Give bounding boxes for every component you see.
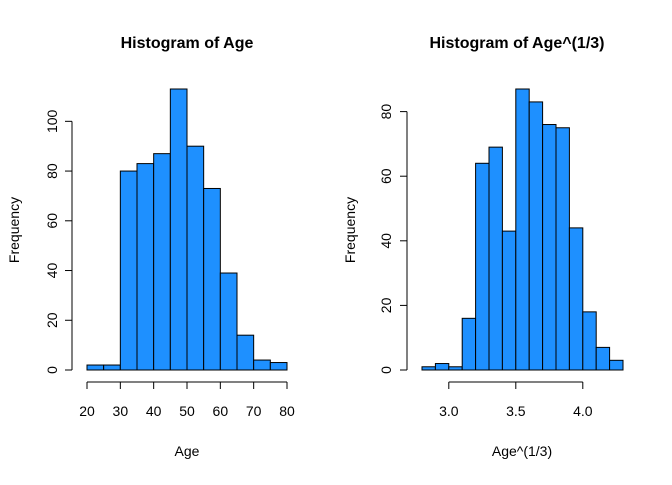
histogram-bar bbox=[421, 366, 436, 371]
y-tick-label: 40 bbox=[378, 233, 394, 249]
x-tick-label: 4.0 bbox=[573, 403, 593, 419]
x-tick-label: 3.5 bbox=[506, 403, 526, 419]
x-axis-label: Age^(1/3) bbox=[492, 443, 552, 459]
x-tick-label: 40 bbox=[146, 403, 162, 419]
x-tick-label: 80 bbox=[279, 403, 295, 419]
histogram-bar bbox=[461, 317, 477, 371]
y-tick-label: 60 bbox=[378, 168, 394, 184]
histogram-bar bbox=[136, 163, 155, 371]
histogram-bar bbox=[475, 162, 490, 371]
histogram-bar bbox=[448, 366, 463, 371]
histogram-bar bbox=[169, 88, 188, 371]
histogram-bar bbox=[595, 346, 611, 371]
histogram-bar bbox=[153, 153, 171, 371]
histogram-bar bbox=[86, 364, 105, 371]
histogram-bar bbox=[515, 88, 530, 371]
chart-panel-1: Histogram of Age 20 30 40 50 60 70 80 0 20 40 60 80 1… bbox=[6, 35, 295, 459]
y-axis-label: Frequency bbox=[342, 197, 358, 263]
x-axis-label: Age bbox=[175, 443, 200, 459]
y-tick-label: 100 bbox=[44, 109, 60, 133]
x-tick-label: 70 bbox=[246, 403, 262, 419]
histogram-bar bbox=[219, 272, 238, 371]
chart-title: Histogram of Age^(1/3) bbox=[430, 35, 605, 52]
y-tick-label: 0 bbox=[44, 366, 60, 374]
histogram-bar bbox=[609, 359, 624, 371]
histogram-bar bbox=[269, 362, 288, 371]
histogram-bar bbox=[582, 311, 597, 371]
y-tick-label: 20 bbox=[44, 312, 60, 328]
y-tick-label: 40 bbox=[44, 263, 60, 279]
histogram-bar bbox=[203, 187, 221, 371]
histogram-bar bbox=[501, 230, 517, 371]
y-tick-label: 80 bbox=[44, 163, 60, 179]
x-tick-label: 50 bbox=[179, 403, 195, 419]
y-tick-label: 0 bbox=[378, 366, 394, 374]
y-tick-label: 80 bbox=[378, 104, 394, 120]
histogram-bar bbox=[119, 170, 138, 371]
histogram-bar bbox=[555, 127, 570, 371]
histogram-bar bbox=[488, 146, 503, 371]
histogram-bar bbox=[253, 359, 271, 371]
y-axis-label: Frequency bbox=[6, 197, 22, 263]
histogram-bar bbox=[186, 145, 205, 371]
chart-title: Histogram of Age bbox=[121, 35, 254, 52]
histogram-bar bbox=[528, 101, 544, 371]
x-tick-label: 20 bbox=[79, 403, 95, 419]
x-tick-label: 3.0 bbox=[439, 403, 459, 419]
histogram-bar bbox=[434, 363, 450, 371]
x-tick-label: 30 bbox=[113, 403, 129, 419]
x-tick-label: 60 bbox=[213, 403, 229, 419]
y-tick-label: 20 bbox=[378, 297, 394, 313]
histogram-bar bbox=[103, 364, 121, 371]
histogram-bar bbox=[236, 334, 255, 371]
y-tick-label: 60 bbox=[44, 213, 60, 229]
histogram-bar bbox=[568, 227, 584, 371]
histogram-bar bbox=[542, 124, 557, 371]
chart-panel-2: Histogram of Age^(1/3) 3.0 3.5 4.0 0 20 40 60 80… bbox=[342, 35, 624, 459]
